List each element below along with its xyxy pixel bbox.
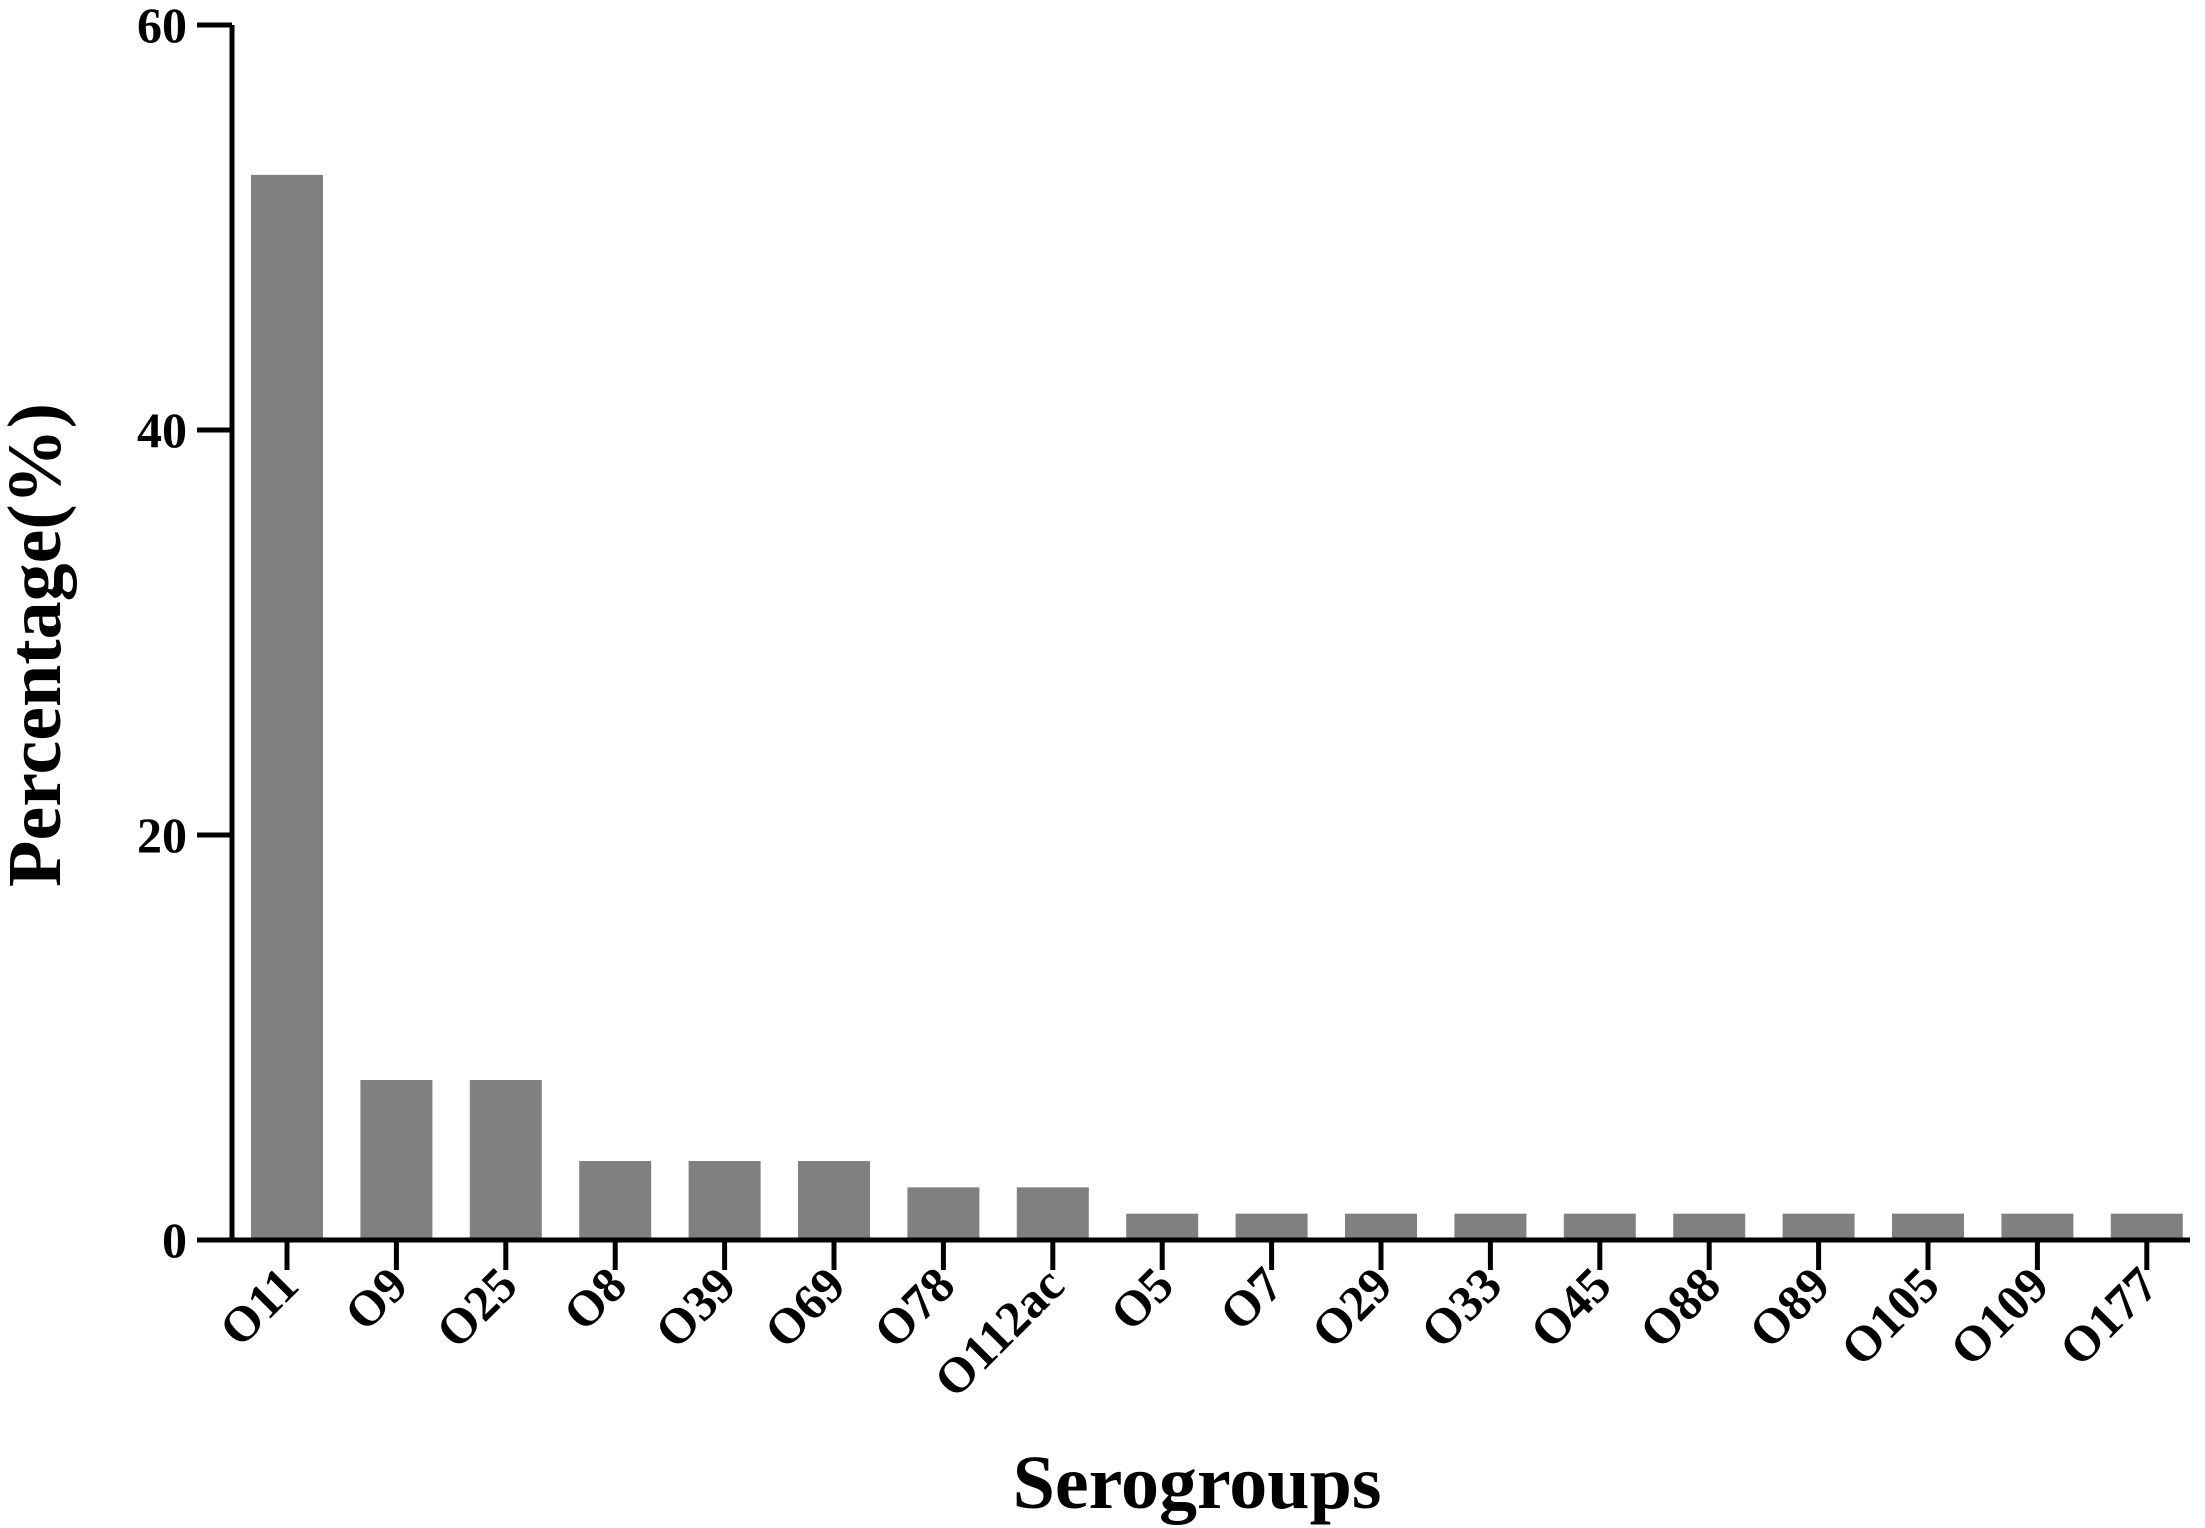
x-tick-label-o11: O11 bbox=[208, 1256, 309, 1357]
x-tick-label-o177: O177 bbox=[2048, 1256, 2168, 1376]
y-axis-title: Percentage(%) bbox=[0, 403, 77, 887]
bars-group bbox=[251, 174, 2183, 1241]
bar-o8 bbox=[579, 1161, 652, 1240]
x-tick-label-o29: O29 bbox=[1300, 1256, 1402, 1358]
bar-o69 bbox=[798, 1161, 870, 1240]
bar-o105 bbox=[1892, 1213, 1964, 1240]
bar-o78 bbox=[907, 1187, 980, 1240]
x-tick-label-o105: O105 bbox=[1830, 1256, 1950, 1376]
x-tick-label-o89: O89 bbox=[1738, 1256, 1840, 1358]
y-ticks-group: 0 20 40 60 bbox=[137, 0, 232, 1268]
bar-o177 bbox=[2110, 1213, 2183, 1240]
bar-o7 bbox=[1235, 1213, 1308, 1240]
bar-o9 bbox=[360, 1080, 433, 1240]
bar-o5 bbox=[1126, 1213, 1199, 1240]
x-tick-label-o69: O69 bbox=[753, 1256, 855, 1358]
x-tick-label-o7: O7 bbox=[1209, 1256, 1294, 1341]
x-tick-label-o88: O88 bbox=[1629, 1256, 1731, 1358]
x-axis-title: Serogroups bbox=[1013, 1441, 1382, 1525]
x-tick-label-o45: O45 bbox=[1519, 1256, 1621, 1358]
x-tick-label-o25: O25 bbox=[425, 1256, 527, 1358]
bar-o29 bbox=[1345, 1213, 1417, 1240]
x-tick-label-o109: O109 bbox=[1939, 1256, 2059, 1376]
bar-o88 bbox=[1673, 1213, 1746, 1240]
y-tick-label: 0 bbox=[162, 1212, 187, 1268]
y-tick-label: 40 bbox=[137, 402, 187, 458]
bar-o112ac bbox=[1016, 1187, 1089, 1240]
y-tick-label: 60 bbox=[137, 0, 187, 53]
y-tick-label: 20 bbox=[137, 807, 187, 863]
x-tick-label-o33: O33 bbox=[1410, 1256, 1512, 1358]
x-tick-label-o8: O8 bbox=[552, 1256, 637, 1341]
x-tick-label-o5: O5 bbox=[1099, 1256, 1184, 1341]
bar-o39 bbox=[688, 1161, 761, 1240]
bar-o33 bbox=[1454, 1213, 1527, 1240]
bar-o89 bbox=[1782, 1213, 1855, 1240]
bar-o109 bbox=[2001, 1213, 2074, 1240]
bar-o45 bbox=[1563, 1213, 1636, 1240]
bar-o25 bbox=[469, 1080, 542, 1240]
x-tick-label-o39: O39 bbox=[644, 1256, 746, 1358]
x-tick-label-o9: O9 bbox=[333, 1256, 418, 1341]
bar-o11 bbox=[251, 174, 323, 1241]
